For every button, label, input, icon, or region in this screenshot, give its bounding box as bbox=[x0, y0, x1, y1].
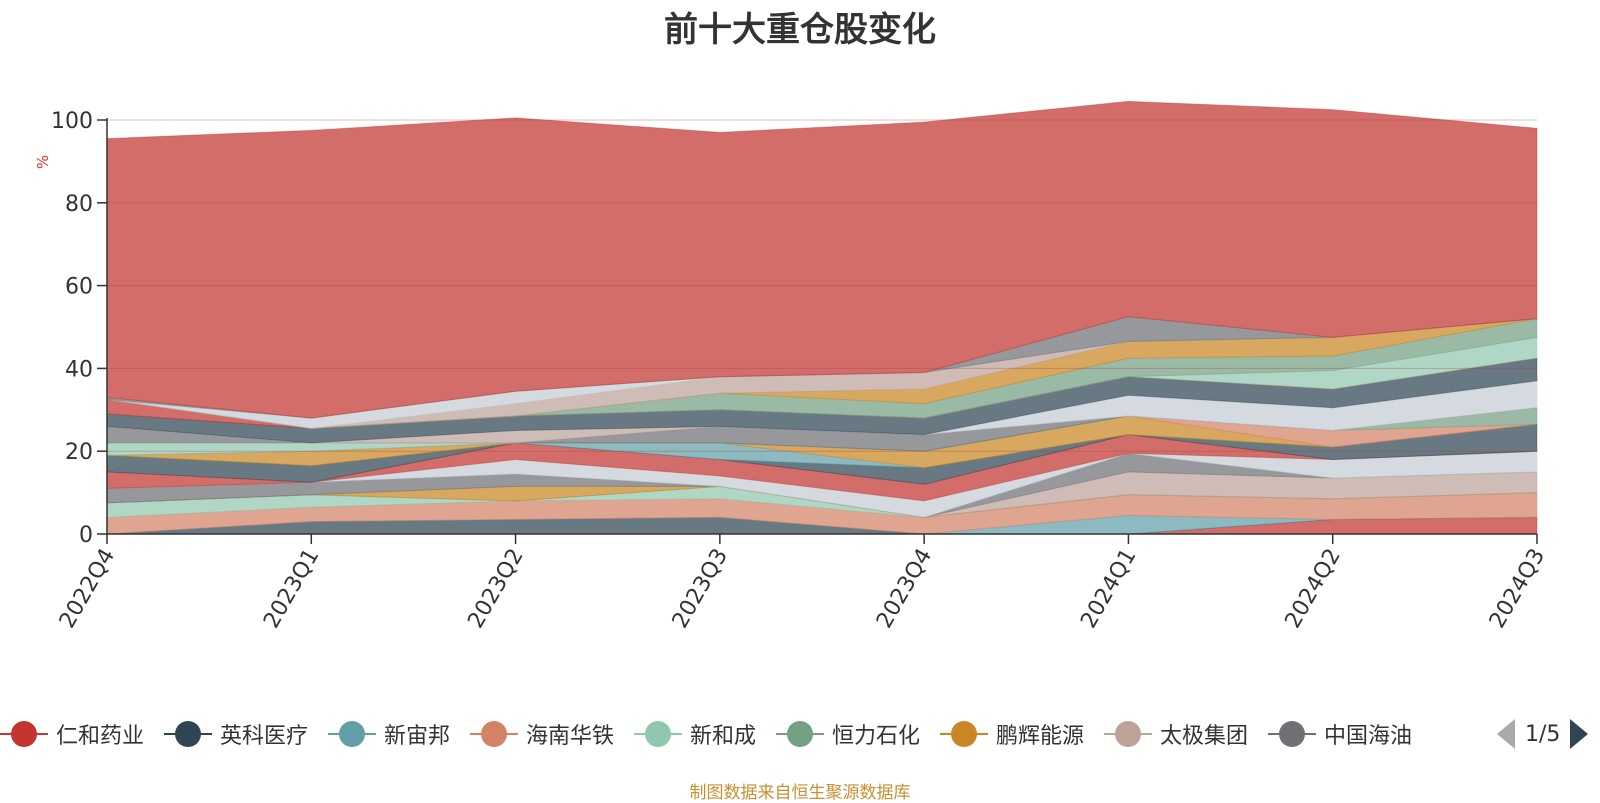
y-tick-label: 80 bbox=[65, 192, 93, 217]
legend-item[interactable]: 海南华铁 bbox=[470, 714, 614, 754]
y-tick-label: 0 bbox=[79, 523, 93, 548]
legend-label: 鹏辉能源 bbox=[996, 724, 1085, 749]
legend-marker-icon bbox=[776, 721, 824, 747]
area-series-20 bbox=[106, 380, 1538, 444]
legend-next-arrow-icon[interactable] bbox=[1570, 719, 1589, 749]
legend-marker-icon bbox=[1268, 721, 1316, 747]
legend-prev-arrow-icon[interactable] bbox=[1497, 719, 1515, 749]
legend-item[interactable]: 鹏辉能源 bbox=[940, 714, 1084, 754]
legend-marker-icon bbox=[1104, 721, 1152, 747]
legend-marker-icon bbox=[470, 721, 518, 747]
legend-label: 英科医疗 bbox=[220, 724, 309, 749]
legend-label: 海南华铁 bbox=[526, 724, 615, 749]
source-note: 制图数据来自恒生聚源数据库 bbox=[689, 783, 911, 803]
legend-marker-icon bbox=[634, 721, 682, 747]
area-series-21 bbox=[106, 357, 1538, 444]
legend-item[interactable]: 仁和药业 bbox=[0, 714, 144, 754]
area-series-12 bbox=[106, 423, 1538, 485]
x-tick-label: 2024Q3 bbox=[1485, 545, 1550, 633]
legend-label: 恒力石化 bbox=[832, 724, 921, 749]
x-tick-label: 2024Q1 bbox=[1076, 545, 1141, 633]
legend-item[interactable]: 新和成 bbox=[634, 714, 756, 754]
x-tick-label: 2023Q2 bbox=[463, 545, 528, 633]
grid-lines bbox=[107, 119, 1537, 452]
y-tick-label: 20 bbox=[65, 440, 93, 465]
area-series-29 bbox=[106, 100, 1538, 419]
legend-item[interactable]: 英科医疗 bbox=[164, 714, 308, 754]
legend-item[interactable]: 新宙邦 bbox=[328, 714, 450, 754]
legend-item[interactable]: 恒力石化 bbox=[776, 714, 920, 754]
x-tick-label: 2023Q3 bbox=[668, 545, 733, 633]
legend-label: 仁和药业 bbox=[56, 724, 145, 749]
legend-label: 新宙邦 bbox=[384, 724, 451, 749]
legend-marker-icon bbox=[940, 721, 988, 747]
area-layers bbox=[106, 100, 1538, 535]
y-tick-label: 60 bbox=[65, 275, 93, 300]
legend-label: 中国海油 bbox=[1324, 724, 1413, 749]
area-chart: 0 20 40 60 80 100 2022Q4 2023Q1 2023Q2 2023Q3 2023… bbox=[34, 100, 1550, 633]
legend-label: 太极集团 bbox=[1160, 724, 1249, 749]
legend-label: 新和成 bbox=[690, 724, 757, 749]
legend-item[interactable]: 太极集团 bbox=[1104, 714, 1248, 754]
x-tick-label: 2022Q4 bbox=[55, 545, 120, 633]
legend-page-indicator: 1/5 bbox=[1525, 721, 1561, 747]
y-axis-label: % bbox=[34, 155, 52, 169]
legend-marker-icon bbox=[164, 721, 212, 747]
legend-marker-icon bbox=[328, 721, 376, 747]
legend-marker-icon bbox=[0, 721, 48, 747]
legend-item[interactable]: 中国海油 bbox=[1268, 714, 1412, 754]
chart-title: 前十大重仓股变化 bbox=[664, 10, 936, 50]
y-tick-label: 40 bbox=[65, 357, 93, 382]
legend-pager: 1/5 bbox=[1497, 716, 1589, 752]
x-tick-label: 2023Q4 bbox=[872, 545, 937, 633]
area-series-4 bbox=[106, 492, 1538, 535]
x-tick-label: 2024Q2 bbox=[1281, 545, 1346, 633]
legend: 仁和药业 英科医疗 新宙邦 海南华铁 新和成 恒力石化 鹏辉能源 太极集团 中国海油 bbox=[0, 714, 1484, 754]
y-tick-label: 100 bbox=[51, 109, 93, 134]
x-tick-label: 2023Q1 bbox=[259, 545, 324, 633]
